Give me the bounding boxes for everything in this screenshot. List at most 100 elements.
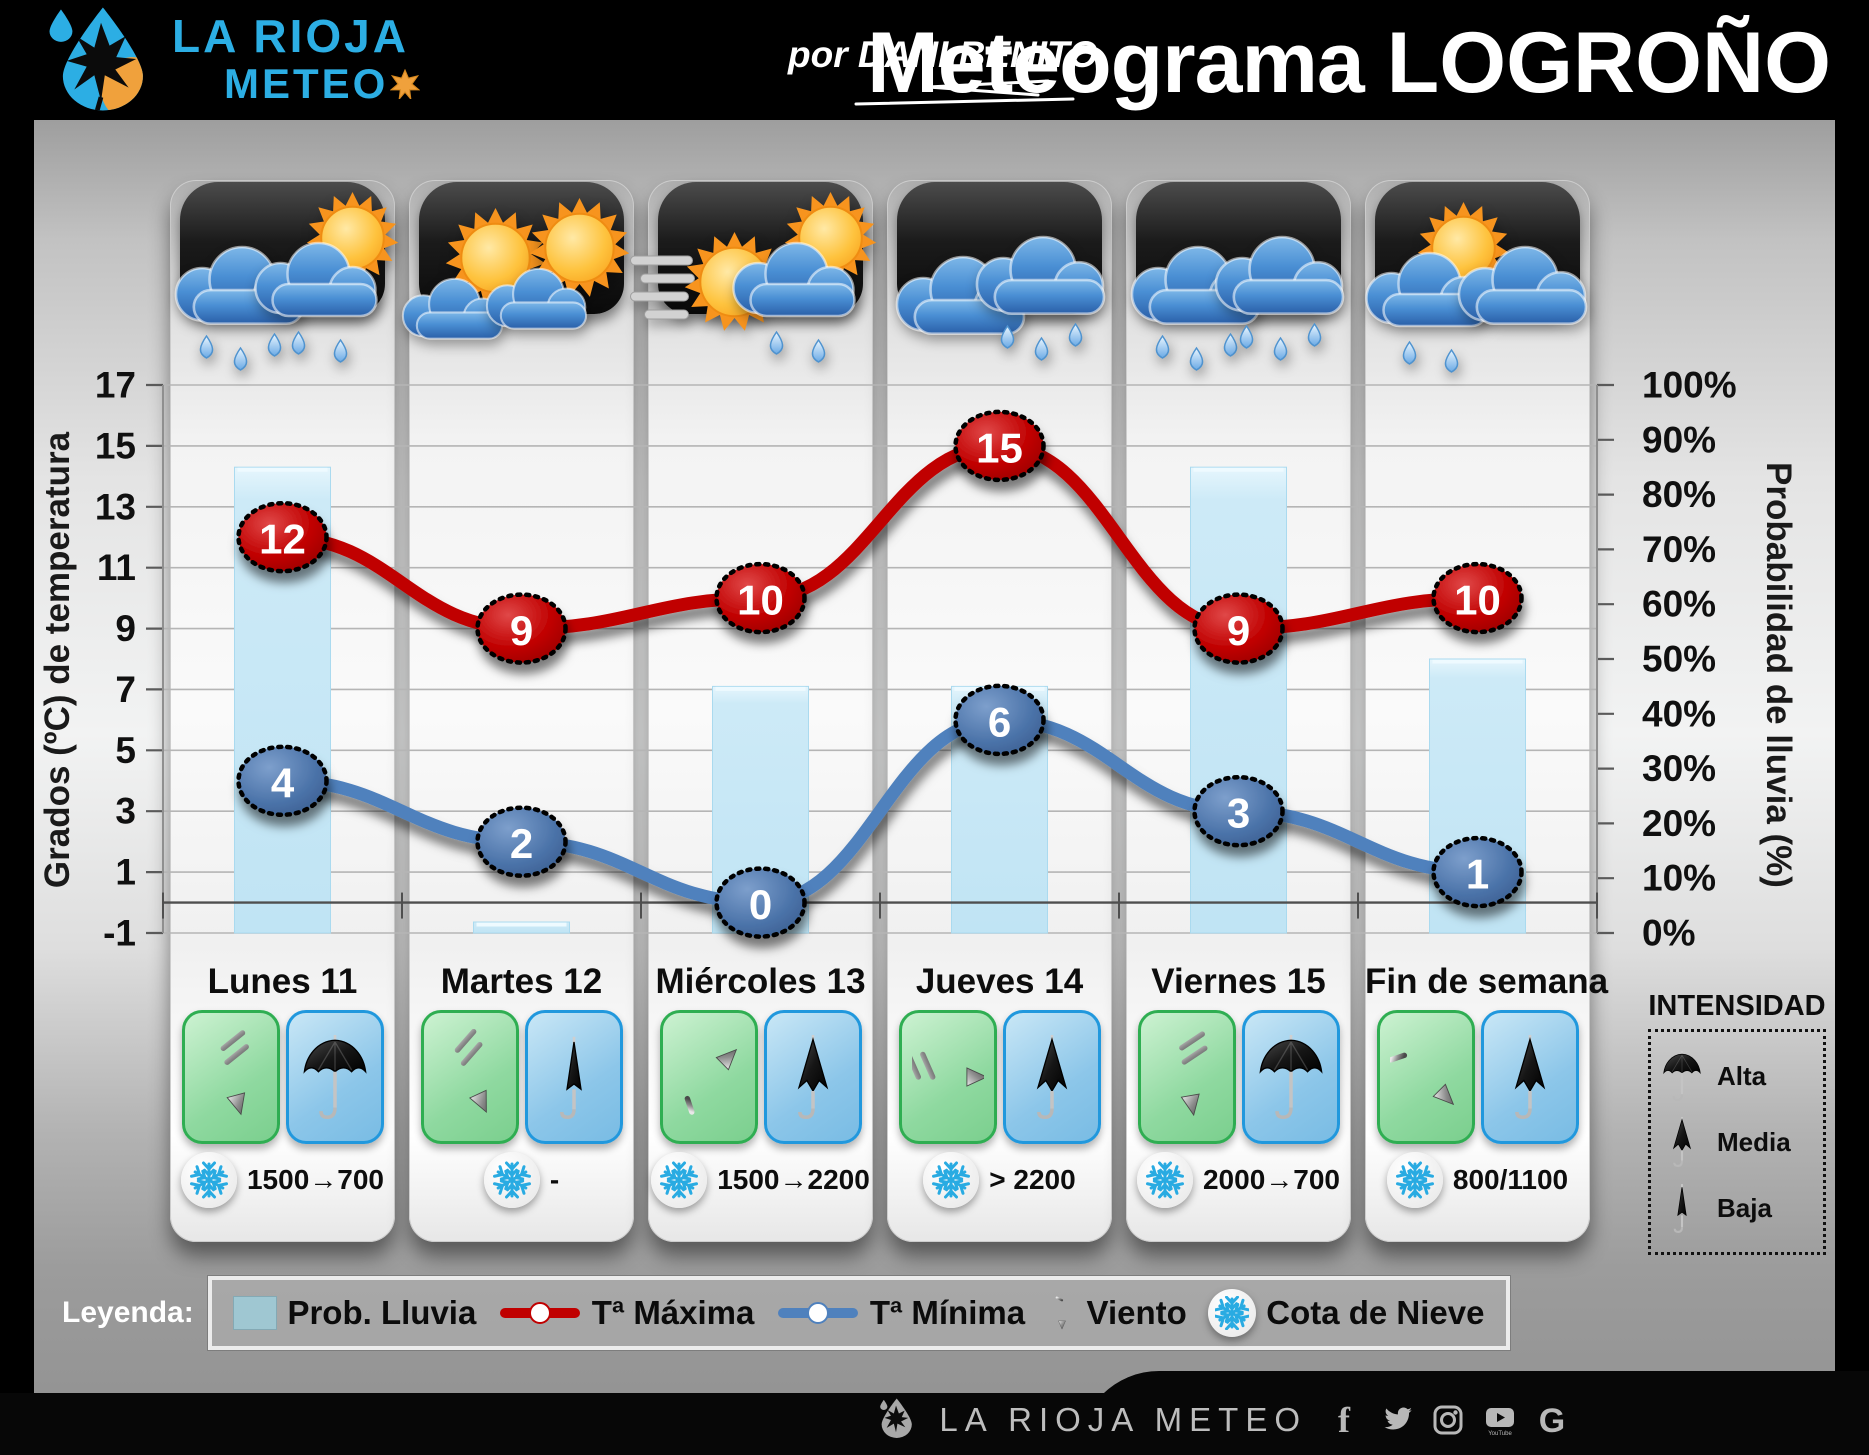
weather-icon-sun-cloud <box>401 208 546 340</box>
weather-icon-sun-cloud-rain <box>254 192 399 363</box>
raindrop-icon <box>1223 332 1238 357</box>
raindrop-icon <box>199 334 214 359</box>
raindrop-icon <box>233 346 248 371</box>
raindrop-icon <box>769 330 784 355</box>
snowflake-icon <box>1215 1296 1250 1330</box>
waterdrop-leaf-logo-icon <box>49 7 143 111</box>
snow-badge <box>923 1152 980 1208</box>
wind-box <box>1376 1010 1475 1144</box>
wind-box <box>898 1010 997 1144</box>
wind-box <box>1137 1010 1236 1144</box>
google-icon[interactable]: G <box>1535 1403 1569 1437</box>
legend-box: Prob. Lluvia Tª Máxima Tª Mínima Viento Cota… <box>208 1276 1510 1350</box>
raindrop-icon <box>1239 324 1254 349</box>
rain-bar-swatch <box>233 1296 278 1330</box>
cloud-icon <box>401 277 504 340</box>
raindrop-icon <box>333 338 348 363</box>
page-title: Meteograma LOGROÑO <box>867 15 1831 111</box>
wind-direction-icon <box>911 1051 984 1087</box>
raindrop-icon <box>267 332 282 357</box>
legend-item-label: Viento <box>1086 1294 1187 1331</box>
raindrop-icon <box>1402 340 1417 365</box>
wind-direction-icon <box>1055 1296 1066 1330</box>
intensity-label: Baja <box>1717 1192 1772 1223</box>
umbrella-media-icon <box>1514 1035 1545 1120</box>
day-card: Jueves 14 > 2200 <box>887 180 1112 1242</box>
wind-direction-icon <box>1389 1052 1454 1106</box>
legend-item-label: Tª Mínima <box>869 1294 1026 1331</box>
wind-direction-icon <box>683 1048 737 1115</box>
legend-item: Viento <box>1047 1285 1187 1341</box>
instagram-icon[interactable] <box>1431 1403 1465 1437</box>
umbrella-baja-icon <box>559 1036 582 1120</box>
weather-icon-cloud-rain <box>975 235 1106 361</box>
legend-item-label: Cota de Nieve <box>1266 1294 1485 1331</box>
legend-item: Tª Máxima <box>498 1294 754 1332</box>
brand-name-top: LA RIOJA <box>172 10 409 62</box>
day-label: Lunes 11 <box>207 962 358 1001</box>
wind-umbrella-boxes <box>648 1010 873 1144</box>
intensity-label: Media <box>1717 1126 1791 1157</box>
umbrella-media-icon <box>1672 1117 1692 1167</box>
wind-umbrella-boxes <box>170 1010 395 1144</box>
intensity-row-baja: Baja <box>1661 1182 1813 1234</box>
snow-badge <box>651 1152 708 1208</box>
svg-text:YouTube: YouTube <box>1488 1431 1512 1437</box>
raindrop-icon <box>1068 322 1083 347</box>
intensity-row-media: Media <box>1661 1116 1813 1168</box>
snow-level-row: 800/1100 <box>1365 1152 1590 1208</box>
wind-direction-icon <box>1177 1031 1207 1117</box>
raindrop-icon <box>1273 336 1288 361</box>
wind-direction-icon <box>452 1029 487 1114</box>
svg-text:G: G <box>1539 1403 1565 1437</box>
raindrop-icon <box>1034 336 1049 361</box>
umbrella-box <box>1002 1010 1101 1144</box>
cloud-icon <box>1214 235 1345 316</box>
signature-squiggle-icon <box>854 79 1075 106</box>
weather-icon-sun-cloud <box>485 198 630 330</box>
cloud-icon <box>732 241 856 318</box>
footer-band <box>0 1393 1869 1455</box>
wind-direction-icon <box>218 1030 249 1116</box>
header: LA RIOJA METEO por DANI BENITO Meteogram… <box>0 0 1869 120</box>
snow-badge <box>1136 1152 1193 1208</box>
snowflake-icon <box>660 1161 699 1199</box>
snow-level-row: - <box>409 1152 634 1208</box>
intensity-row-alta: Alta <box>1661 1050 1813 1102</box>
day-card: Fin de semana 800/1100 <box>1365 180 1609 1242</box>
day-card: Miércoles 13 1500→2200 <box>630 180 877 1242</box>
facebook-icon[interactable]: f <box>1327 1403 1361 1437</box>
byline: por DANI BENITO <box>788 34 1098 110</box>
snow-level-value: 1500→700 <box>246 1164 384 1195</box>
snowflake-icon <box>189 1161 228 1199</box>
snow-level-value: > 2200 <box>989 1164 1076 1195</box>
raindrop-icon <box>1444 348 1459 373</box>
umbrella-media-icon <box>797 1035 828 1120</box>
wind-box <box>659 1010 758 1144</box>
umbrella-alta-icon <box>1258 1035 1323 1120</box>
umbrella-alta-icon <box>302 1035 367 1120</box>
twitter-icon[interactable] <box>1379 1403 1413 1437</box>
umbrella-box <box>285 1010 384 1144</box>
orange-leaf-icon <box>390 69 421 99</box>
snow-level-value: 2000→700 <box>1202 1164 1340 1195</box>
footer-brand: LA RIOJA METEO <box>939 1401 1307 1438</box>
day-label: Martes 12 <box>440 962 603 1001</box>
intensity-label: Alta <box>1717 1060 1767 1091</box>
day-card: Martes 12 - <box>401 180 634 1242</box>
cloud-icon <box>975 235 1106 316</box>
fog-lines-icon <box>630 255 695 320</box>
cloud-icon <box>1457 245 1588 326</box>
weather-icon-cloud-rain <box>1214 235 1345 361</box>
snow-badge <box>483 1152 540 1208</box>
day-label: Fin de semana <box>1365 962 1609 1001</box>
day-card: Viernes 15 2000→700 <box>1126 180 1351 1242</box>
svg-text:f: f <box>1338 1403 1351 1437</box>
raindrop-icon <box>1155 334 1170 359</box>
snow-level-row: 1500→2200 <box>648 1152 873 1208</box>
raindrop-icon <box>1189 346 1204 371</box>
legend-item: Tª Mínima <box>776 1294 1025 1332</box>
day-label: Miércoles 13 <box>655 962 866 1001</box>
youtube-icon[interactable]: YouTube <box>1483 1403 1517 1437</box>
